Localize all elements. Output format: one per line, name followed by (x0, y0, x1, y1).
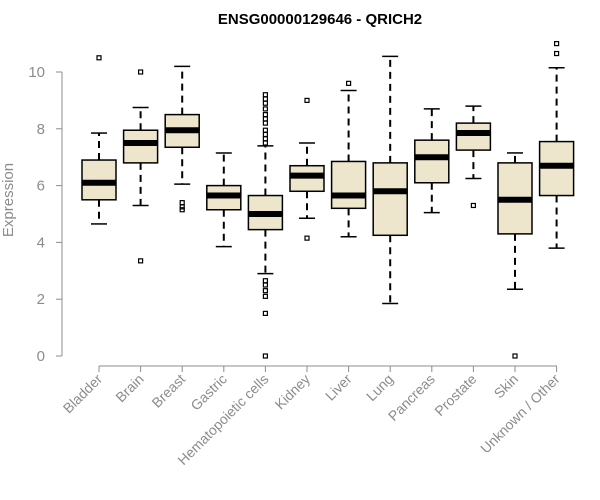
x-tick-label: Brain (112, 371, 146, 405)
outlier-point (262, 106, 268, 112)
y-tick-label: 6 (37, 178, 45, 195)
box (414, 139, 450, 184)
outlier-point (346, 80, 352, 86)
box (330, 160, 367, 210)
box (372, 162, 408, 237)
outlier-point (262, 127, 268, 133)
x-tick-label: Bladder (60, 371, 106, 417)
outlier-point (262, 100, 268, 106)
outlier-point (262, 293, 268, 299)
box-group-gastric (206, 152, 242, 248)
box-group-breast (164, 65, 200, 213)
x-tick-label: Kidney (272, 371, 314, 413)
y-tick-label: 0 (37, 348, 45, 365)
outlier-point (470, 202, 476, 209)
x-tick-label: Lung (363, 371, 396, 404)
y-axis-label: Expression (0, 163, 17, 237)
x-tick-label: Skin (491, 371, 522, 402)
outlier-point (262, 111, 268, 118)
box-group-kidney (289, 97, 325, 241)
outlier-point (553, 50, 560, 57)
box-group-hematopoietic-cells (247, 92, 284, 359)
outlier-point (512, 353, 518, 359)
y-tick-label: 2 (37, 291, 45, 308)
y-tick-label: 4 (37, 234, 45, 251)
boxes (81, 40, 575, 359)
outlier-point (262, 310, 268, 316)
outlier-point (304, 97, 310, 104)
outlier-point (138, 69, 144, 75)
chart-title: ENSG00000129646 - QRICH2 (218, 11, 422, 28)
box-group-unknown-other (538, 40, 575, 249)
x-tick-label: Liver (322, 371, 355, 404)
outlier-point (179, 207, 185, 213)
outlier-point (179, 200, 185, 206)
y-tick-label: 8 (37, 121, 45, 138)
y-tick-label: 10 (28, 64, 45, 81)
outlier-point (138, 258, 144, 264)
outlier-point (262, 288, 268, 294)
y-ticks: 0 2 4 6 8 10 (28, 64, 62, 365)
box-group-brain (122, 69, 159, 264)
outlier-point (262, 116, 268, 122)
outlier-point (262, 120, 268, 126)
box-group-lung (372, 55, 408, 305)
outlier-point (262, 96, 268, 102)
outlier-point (179, 204, 185, 210)
box (455, 122, 492, 151)
outlier-point (262, 136, 268, 142)
x-tick-label: Prostate (431, 371, 479, 419)
x-tick-label: Unknown / Other (477, 371, 563, 457)
outlier-point (262, 282, 268, 288)
outlier-point (304, 235, 310, 241)
box-group-prostate (455, 105, 492, 209)
box-group-bladder (81, 55, 117, 225)
outlier-point (262, 353, 268, 359)
x-tick-label: Breast (148, 371, 188, 411)
outlier-point (262, 92, 268, 98)
outlier-point (96, 55, 102, 61)
outlier-point (262, 131, 268, 138)
box-group-liver (330, 80, 367, 238)
box (122, 129, 159, 164)
outlier-point (553, 40, 560, 47)
box-group-skin (497, 152, 533, 359)
box-group-pancreas (414, 108, 450, 214)
outlier-point (262, 140, 268, 146)
outlier-point (262, 278, 268, 284)
